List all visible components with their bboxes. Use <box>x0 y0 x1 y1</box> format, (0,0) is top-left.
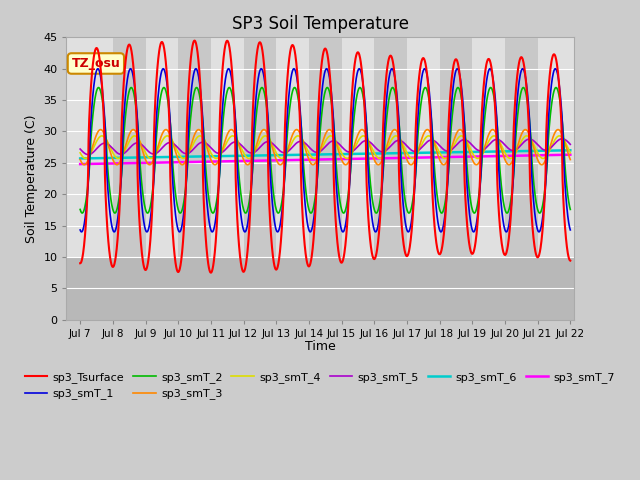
sp3_smT_1 <box>213 204 221 210</box>
sp3_smT_6 <box>213 153 221 159</box>
sp3_smT_7 <box>566 152 574 157</box>
sp3_smT_5 <box>84 152 92 157</box>
Bar <box>440 37 472 320</box>
sp3_smT_1 <box>350 98 358 104</box>
sp3_smT_6 <box>566 147 574 153</box>
sp3_smT_3 <box>566 156 574 162</box>
sp3_smT_3 <box>350 144 358 150</box>
sp3_smT_7 <box>537 152 545 158</box>
sp3_smT_5 <box>339 145 347 151</box>
Bar <box>309 37 342 320</box>
sp3_Tsurface <box>191 38 198 44</box>
sp3_smT_4 <box>213 156 221 161</box>
Text: TZ_osu: TZ_osu <box>72 57 120 70</box>
sp3_Tsurface <box>537 242 545 248</box>
Bar <box>374 37 407 320</box>
sp3_smT_7 <box>213 158 221 164</box>
Bar <box>505 37 538 320</box>
sp3_smT_1 <box>566 227 574 233</box>
sp3_Tsurface <box>566 258 574 264</box>
sp3_smT_4 <box>566 150 574 156</box>
sp3_smT_5 <box>350 148 358 154</box>
sp3_smT_7 <box>76 161 84 167</box>
sp3_Tsurface <box>468 251 476 256</box>
sp3_smT_1 <box>467 223 475 229</box>
sp3_smT_6 <box>523 148 531 154</box>
sp3_smT_5 <box>76 146 84 152</box>
sp3_smT_2 <box>552 84 560 90</box>
Line: sp3_smT_4: sp3_smT_4 <box>80 136 570 158</box>
sp3_smT_5 <box>558 136 566 142</box>
sp3_smT_5 <box>213 150 221 156</box>
Line: sp3_Tsurface: sp3_Tsurface <box>80 41 570 273</box>
sp3_smT_4 <box>467 148 475 154</box>
Line: sp3_smT_6: sp3_smT_6 <box>80 150 570 158</box>
sp3_smT_1 <box>77 229 85 235</box>
sp3_smT_7 <box>349 156 357 162</box>
sp3_smT_2 <box>339 210 347 216</box>
sp3_smT_4 <box>76 150 84 156</box>
Line: sp3_smT_7: sp3_smT_7 <box>80 155 570 164</box>
sp3_smT_2 <box>467 203 475 208</box>
sp3_Tsurface <box>350 67 358 73</box>
sp3_smT_5 <box>467 142 475 147</box>
sp3_smT_7 <box>467 154 475 159</box>
sp3_smT_2 <box>213 195 221 201</box>
sp3_smT_4 <box>537 155 545 160</box>
sp3_smT_7 <box>339 156 347 162</box>
Y-axis label: Soil Temperature (C): Soil Temperature (C) <box>25 114 38 243</box>
sp3_smT_3 <box>467 154 475 160</box>
Line: sp3_smT_5: sp3_smT_5 <box>80 139 570 155</box>
sp3_smT_1 <box>537 226 545 231</box>
sp3_smT_1 <box>76 227 84 233</box>
sp3_smT_3 <box>213 160 221 166</box>
sp3_Tsurface <box>524 97 531 103</box>
X-axis label: Time: Time <box>305 340 335 353</box>
sp3_smT_5 <box>566 142 574 147</box>
sp3_smT_2 <box>524 97 531 103</box>
sp3_Tsurface <box>339 256 347 262</box>
sp3_smT_4 <box>82 156 90 161</box>
sp3_smT_4 <box>556 133 563 139</box>
sp3_smT_2 <box>566 206 574 212</box>
sp3_smT_4 <box>524 133 531 139</box>
sp3_smT_3 <box>524 128 531 133</box>
sp3_smT_1 <box>339 229 347 235</box>
sp3_smT_6 <box>76 156 84 161</box>
Line: sp3_smT_3: sp3_smT_3 <box>80 130 570 165</box>
sp3_Tsurface <box>207 270 215 276</box>
sp3_smT_7 <box>523 153 531 158</box>
sp3_smT_6 <box>467 149 475 155</box>
sp3_Tsurface <box>76 260 84 266</box>
sp3_Tsurface <box>214 214 221 219</box>
sp3_smT_3 <box>339 160 347 166</box>
sp3_smT_3 <box>76 156 84 162</box>
sp3_smT_6 <box>349 151 357 157</box>
sp3_smT_2 <box>350 118 358 124</box>
sp3_smT_1 <box>524 87 531 93</box>
sp3_smT_5 <box>537 145 545 151</box>
sp3_smT_6 <box>537 148 545 154</box>
Bar <box>113 37 145 320</box>
sp3_smT_5 <box>524 137 531 143</box>
Line: sp3_smT_1: sp3_smT_1 <box>80 69 570 232</box>
Bar <box>178 37 211 320</box>
Bar <box>244 37 276 320</box>
sp3_smT_4 <box>350 147 358 153</box>
sp3_smT_4 <box>339 153 347 158</box>
Bar <box>67 257 573 320</box>
sp3_smT_2 <box>537 209 545 215</box>
sp3_smT_6 <box>339 151 347 157</box>
sp3_smT_3 <box>554 127 562 132</box>
sp3_smT_2 <box>76 206 84 212</box>
Title: SP3 Soil Temperature: SP3 Soil Temperature <box>232 15 408 33</box>
Legend: sp3_Tsurface, sp3_smT_1, sp3_smT_2, sp3_smT_3, sp3_smT_4, sp3_smT_5, sp3_smT_6, : sp3_Tsurface, sp3_smT_1, sp3_smT_2, sp3_… <box>20 368 620 404</box>
sp3_smT_3 <box>537 162 545 168</box>
sp3_smT_2 <box>78 210 86 216</box>
sp3_smT_3 <box>81 162 88 168</box>
sp3_smT_1 <box>552 66 559 72</box>
Line: sp3_smT_2: sp3_smT_2 <box>80 87 570 213</box>
